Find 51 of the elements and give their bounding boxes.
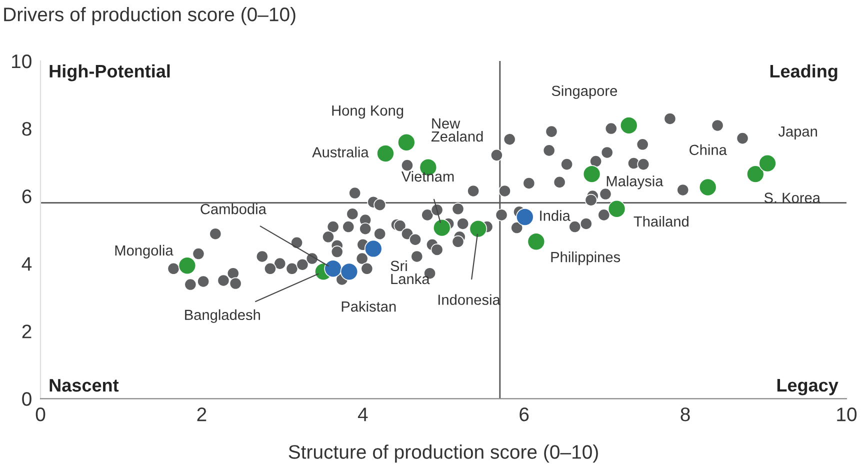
y-tick-label: 8 — [22, 122, 32, 136]
annotation: New Zealand — [431, 118, 483, 142]
x-tick-label: 6 — [520, 407, 529, 422]
annotation: China — [690, 144, 727, 156]
point — [324, 260, 342, 278]
x-tick-label: 10 — [837, 407, 857, 422]
annotation: Malaysia — [606, 176, 664, 190]
point — [340, 262, 358, 281]
annotation: Sri Lanka — [390, 260, 430, 284]
y-tick-label: 6 — [22, 190, 32, 204]
annotation: Bangladesh — [185, 309, 260, 323]
y-tick-label: 10 — [12, 54, 32, 68]
annotation: S. Korea — [764, 192, 820, 204]
annotation: Pakistan — [342, 300, 396, 312]
point — [469, 220, 488, 238]
y-tick-label: 2 — [22, 324, 32, 338]
annotation: Nascent — [50, 379, 119, 392]
point — [398, 133, 416, 152]
point — [608, 200, 626, 218]
x-tick-label: 0 — [36, 407, 46, 422]
annotation: Thailand — [634, 216, 688, 227]
annotation: Vietnam — [401, 170, 454, 182]
annotation: High-Potential — [50, 64, 170, 82]
annotation: India — [540, 210, 570, 221]
x-tick-label: 2 — [197, 407, 206, 422]
point — [620, 116, 638, 134]
annotation: Singapore — [552, 85, 618, 99]
y-tick-label: 0 — [22, 392, 32, 406]
x-axis-title: Structure of production score (0–10) — [288, 444, 598, 463]
annotation: Cambodia — [200, 204, 266, 214]
point — [582, 165, 601, 184]
point — [527, 232, 546, 251]
annotation: Japan — [778, 126, 817, 140]
y-axis-title: Drivers of production score (0–10) — [4, 7, 296, 26]
point — [364, 240, 382, 258]
point — [516, 208, 534, 226]
annotation: Legacy — [777, 379, 838, 396]
x-tick-label: 4 — [358, 408, 368, 422]
point — [432, 218, 451, 237]
point — [698, 178, 717, 196]
x-tick-label: 8 — [680, 407, 690, 422]
annotation: Mongolia — [115, 244, 174, 259]
annotation: Hong Kong — [332, 106, 404, 119]
annotation: Australia — [312, 146, 369, 158]
point — [746, 165, 764, 184]
point — [376, 144, 394, 162]
point — [178, 256, 196, 275]
point — [758, 154, 776, 172]
y-tick-label: 4 — [22, 257, 32, 271]
annotation: Philippines — [551, 252, 620, 266]
annotation: Leading — [770, 64, 838, 82]
